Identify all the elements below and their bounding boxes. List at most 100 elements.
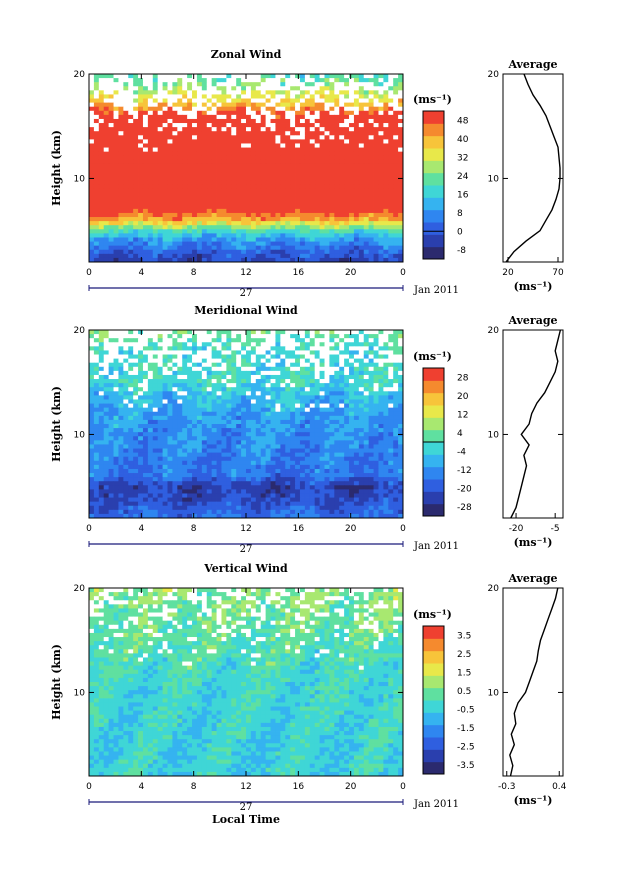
heatmap-cell <box>138 204 144 210</box>
heatmap-cell <box>304 379 311 384</box>
heatmap-cell <box>358 342 365 347</box>
heatmap-cell <box>216 432 222 437</box>
heatmap-cell <box>123 196 129 202</box>
heatmap-cell <box>241 419 247 425</box>
heatmap-cell <box>378 436 384 441</box>
heatmap-cell <box>236 245 242 251</box>
heatmap-cell <box>378 370 384 376</box>
heatmap-cell <box>157 118 163 124</box>
heatmap-cell <box>241 403 247 409</box>
heatmap-cell <box>133 241 139 247</box>
heatmap-cell <box>388 192 394 198</box>
heatmap-cell <box>241 350 247 355</box>
heatmap-cell <box>290 334 296 339</box>
heatmap-cell <box>260 428 267 433</box>
heatmap-cell <box>172 245 178 251</box>
heatmap-cell <box>221 452 227 458</box>
heatmap-cell <box>162 358 168 364</box>
heatmap-cell <box>113 374 119 380</box>
heatmap-cell <box>221 135 227 140</box>
heatmap-cell <box>324 196 330 202</box>
heatmap-cell <box>182 391 188 396</box>
heatmap-cell <box>108 180 114 185</box>
heatmap-cell <box>265 176 271 181</box>
heatmap-cell <box>221 436 227 441</box>
heatmap-cell <box>93 151 100 157</box>
heatmap-cell <box>98 135 105 140</box>
heatmap-cell <box>334 374 340 380</box>
heatmap-cell <box>152 212 159 218</box>
heatmap-cell <box>167 78 173 83</box>
heatmap-cell <box>319 354 325 360</box>
heatmap-cell <box>246 350 252 355</box>
heatmap-cell <box>138 143 144 148</box>
heatmap-cell <box>147 237 154 242</box>
heatmap-cell <box>246 366 252 372</box>
heatmap-cell <box>216 374 222 380</box>
heatmap-cell <box>231 225 237 230</box>
heatmap-cell <box>378 217 384 222</box>
heatmap-cell <box>167 123 173 128</box>
heatmap-cell <box>339 379 345 384</box>
heatmap-cell <box>93 257 100 263</box>
heatmap-cell <box>211 415 217 421</box>
heatmap-cell <box>108 159 114 165</box>
heatmap-cell <box>280 399 286 404</box>
heatmap-cell <box>398 428 404 433</box>
heatmap-cell <box>211 159 217 165</box>
heatmap-cell <box>383 94 389 99</box>
heatmap-cell <box>353 139 360 144</box>
heatmap-cell <box>353 407 360 413</box>
heatmap-cell <box>295 370 301 376</box>
colorbar-swatch <box>423 148 444 161</box>
heatmap-cell <box>103 245 110 251</box>
heatmap-cell <box>167 440 173 445</box>
heatmap-cell <box>147 180 154 185</box>
heatmap-cell <box>177 131 183 136</box>
heatmap-cell <box>98 208 105 214</box>
heatmap-cell <box>280 82 286 87</box>
heatmap-cell <box>295 362 301 368</box>
heatmap-cell <box>192 74 198 79</box>
heatmap-cell <box>196 241 203 247</box>
heatmap-cell <box>147 184 154 189</box>
heatmap-cell <box>172 212 178 218</box>
heatmap-cell <box>142 342 149 347</box>
heatmap-cell <box>118 436 124 441</box>
heatmap-cell <box>187 387 193 392</box>
heatmap-cell <box>319 192 325 198</box>
heatmap-cell <box>211 366 217 372</box>
heatmap-cell <box>265 172 271 177</box>
heatmap-cell <box>339 383 345 388</box>
heatmap-cell <box>260 131 267 136</box>
heatmap-cell <box>285 143 291 148</box>
heatmap-cell <box>118 452 124 458</box>
heatmap-cell <box>196 334 203 339</box>
heatmap-cell <box>290 395 296 400</box>
heatmap-cell <box>236 155 242 161</box>
heatmap-cell <box>128 374 134 380</box>
heatmap-cell <box>349 208 355 214</box>
heatmap-cell <box>192 249 198 255</box>
heatmap-cell <box>358 212 365 218</box>
heatmap-cell <box>93 90 100 95</box>
heatmap-cell <box>314 110 320 116</box>
heatmap-cell <box>93 391 100 396</box>
heatmap-cell <box>192 78 198 83</box>
heatmap-cell <box>280 114 286 120</box>
heatmap-cell <box>304 131 311 136</box>
heatmap-cell <box>211 395 217 400</box>
heatmap-cell <box>167 229 173 234</box>
heatmap-cell <box>89 110 95 116</box>
heatmap-cell <box>206 407 213 413</box>
heatmap-cell <box>133 257 139 263</box>
heatmap-cell <box>167 366 173 372</box>
heatmap-cell <box>118 143 124 148</box>
heatmap-cell <box>211 172 217 177</box>
heatmap-cell <box>192 366 198 372</box>
heatmap-cell <box>152 217 159 222</box>
heatmap-cell <box>152 98 159 104</box>
heatmap-cell <box>290 131 296 136</box>
heatmap-cell <box>241 257 247 263</box>
heatmap-cell <box>314 362 320 368</box>
